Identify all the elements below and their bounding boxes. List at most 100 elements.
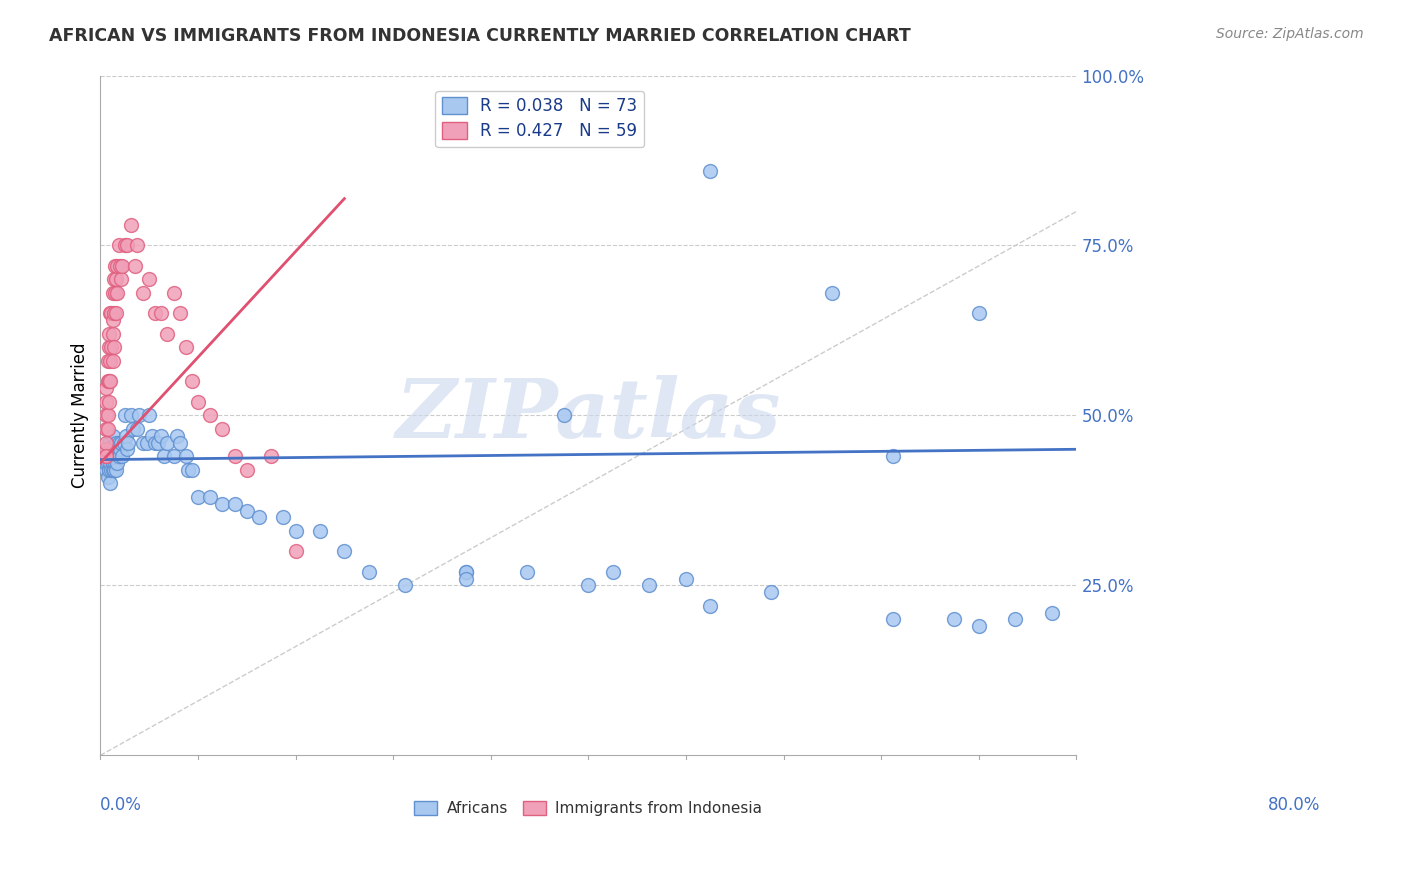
Point	[104, 259, 127, 273]
Point	[117, 435, 139, 450]
Point	[166, 429, 188, 443]
Point	[156, 435, 179, 450]
Point	[152, 449, 174, 463]
Point	[122, 422, 145, 436]
Point	[943, 612, 966, 626]
Point	[101, 449, 124, 463]
Point	[100, 463, 122, 477]
Point	[146, 435, 169, 450]
Point	[284, 544, 307, 558]
Point	[97, 326, 120, 341]
Point	[107, 238, 129, 252]
Point	[97, 394, 120, 409]
Point	[96, 463, 118, 477]
Point	[101, 429, 124, 443]
Point	[143, 435, 166, 450]
Point	[100, 341, 122, 355]
Point	[105, 463, 128, 477]
Point	[333, 544, 356, 558]
Point	[107, 435, 129, 450]
Point	[103, 272, 125, 286]
Point	[98, 442, 121, 457]
Point	[284, 524, 307, 538]
Point	[169, 435, 191, 450]
Point	[174, 341, 197, 355]
Point	[114, 409, 136, 423]
Point	[111, 259, 134, 273]
Text: ZIPatlas: ZIPatlas	[395, 376, 782, 456]
Point	[97, 456, 120, 470]
Point	[112, 435, 135, 450]
Point	[456, 565, 478, 579]
Point	[236, 463, 259, 477]
Point	[602, 565, 624, 579]
Point	[211, 497, 233, 511]
Point	[456, 565, 478, 579]
Point	[882, 612, 904, 626]
Point	[456, 572, 478, 586]
Point	[236, 503, 259, 517]
Point	[273, 510, 295, 524]
Point	[169, 306, 191, 320]
Point	[105, 435, 128, 450]
Point	[141, 429, 163, 443]
Point	[97, 375, 120, 389]
Text: 80.0%: 80.0%	[1268, 797, 1320, 814]
Point	[260, 449, 283, 463]
Point	[96, 449, 118, 463]
Point	[1004, 612, 1026, 626]
Point	[821, 286, 844, 301]
Point	[162, 286, 184, 301]
Point	[97, 469, 120, 483]
Point	[104, 286, 127, 301]
Point	[101, 326, 124, 341]
Point	[224, 449, 246, 463]
Point	[97, 422, 120, 436]
Point	[115, 238, 138, 252]
Text: AFRICAN VS IMMIGRANTS FROM INDONESIA CURRENTLY MARRIED CORRELATION CHART: AFRICAN VS IMMIGRANTS FROM INDONESIA CUR…	[49, 27, 911, 45]
Point	[309, 524, 332, 538]
Point	[96, 394, 118, 409]
Point	[107, 449, 129, 463]
Point	[96, 422, 118, 436]
Point	[98, 306, 121, 320]
Point	[98, 354, 121, 368]
Point	[97, 449, 120, 463]
Point	[110, 272, 132, 286]
Point	[96, 435, 118, 450]
Point	[107, 286, 129, 301]
Point	[97, 449, 120, 463]
Point	[150, 306, 173, 320]
Point	[108, 259, 131, 273]
Point	[111, 449, 134, 463]
Point	[675, 572, 697, 586]
Point	[224, 497, 246, 511]
Point	[1040, 606, 1063, 620]
Point	[101, 463, 124, 477]
Y-axis label: Currently Married: Currently Married	[72, 343, 89, 488]
Point	[101, 354, 124, 368]
Point	[150, 429, 173, 443]
Point	[97, 409, 120, 423]
Point	[120, 218, 142, 232]
Point	[107, 449, 129, 463]
Point	[101, 456, 124, 470]
Point	[97, 463, 120, 477]
Point	[162, 449, 184, 463]
Point	[98, 476, 121, 491]
Point	[97, 341, 120, 355]
Point	[132, 286, 155, 301]
Point	[103, 306, 125, 320]
Point	[103, 463, 125, 477]
Point	[96, 442, 118, 457]
Point	[107, 456, 129, 470]
Point	[107, 259, 129, 273]
Point	[96, 449, 118, 463]
Point	[104, 456, 127, 470]
Point	[132, 435, 155, 450]
Point	[114, 238, 136, 252]
Point	[247, 510, 270, 524]
Point	[187, 394, 209, 409]
Point	[138, 272, 160, 286]
Point	[198, 409, 221, 423]
